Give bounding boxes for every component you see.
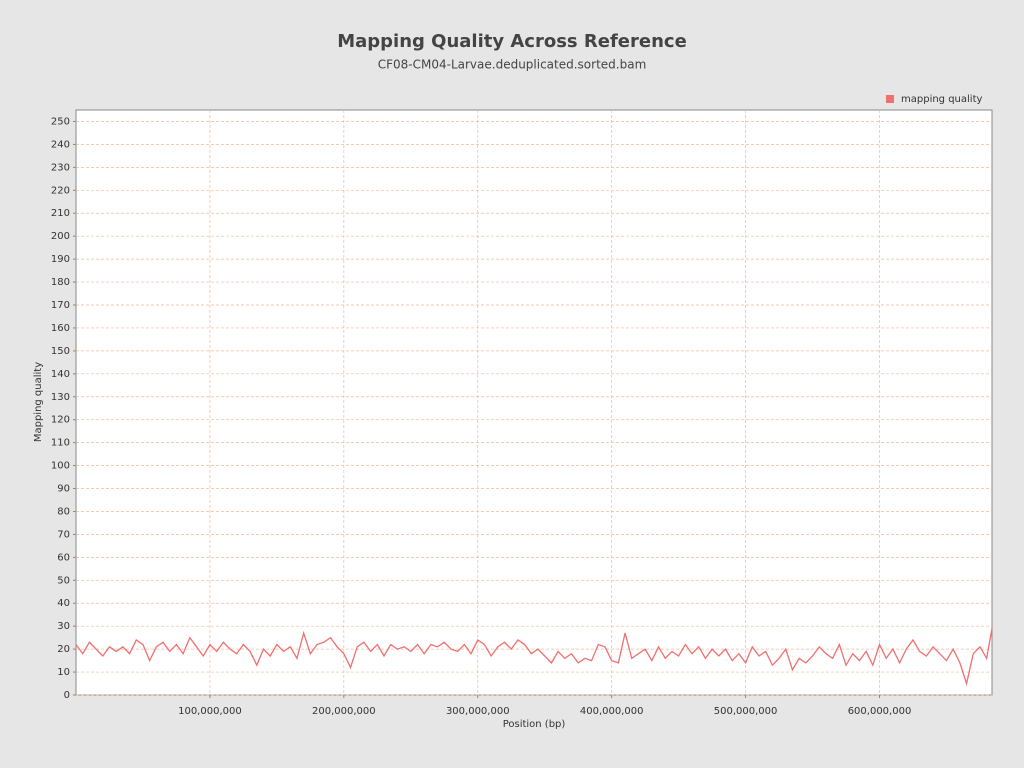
chart-subtitle: CF08-CM04-Larvae.deduplicated.sorted.bam — [378, 58, 647, 72]
x-tick-label: 200,000,000 — [312, 706, 376, 717]
y-tick-label: 150 — [51, 346, 70, 357]
y-tick-label: 210 — [51, 208, 70, 219]
y-tick-label: 180 — [51, 277, 70, 288]
x-axis-title: Position (bp) — [503, 719, 566, 730]
y-tick-label: 90 — [57, 484, 70, 495]
x-tick-label: 500,000,000 — [714, 706, 778, 717]
y-tick-label: 230 — [51, 162, 70, 173]
y-tick-label: 200 — [51, 231, 70, 242]
y-tick-label: 190 — [51, 254, 70, 265]
y-tick-label: 120 — [51, 415, 70, 426]
legend-label: mapping quality — [901, 94, 982, 105]
x-tick-label: 400,000,000 — [580, 706, 644, 717]
y-tick-label: 250 — [51, 116, 70, 127]
y-tick-label: 220 — [51, 185, 70, 196]
x-tick-label: 600,000,000 — [848, 706, 912, 717]
x-tick-label: 100,000,000 — [178, 706, 242, 717]
chart-title: Mapping Quality Across Reference — [337, 31, 687, 52]
y-axis-title: Mapping quality — [33, 362, 44, 442]
y-tick-label: 10 — [57, 667, 70, 678]
y-tick-label: 70 — [57, 529, 70, 540]
y-tick-label: 240 — [51, 139, 70, 150]
y-tick-label: 80 — [57, 506, 70, 517]
y-tick-label: 0 — [64, 690, 70, 701]
y-tick-label: 140 — [51, 369, 70, 380]
y-tick-label: 30 — [57, 621, 70, 632]
y-tick-label: 60 — [57, 552, 70, 563]
y-tick-label: 100 — [51, 461, 70, 472]
plot-area — [75, 109, 993, 696]
y-tick-label: 160 — [51, 323, 70, 334]
y-tick-label: 170 — [51, 300, 70, 311]
y-tick-label: 20 — [57, 644, 70, 655]
legend-swatch — [886, 95, 894, 103]
y-tick-label: 130 — [51, 392, 70, 403]
y-tick-label: 40 — [57, 598, 70, 609]
y-tick-label: 110 — [51, 438, 70, 449]
data-line — [75, 628, 993, 686]
x-tick-label: 300,000,000 — [446, 706, 510, 717]
y-tick-label: 50 — [57, 575, 70, 586]
